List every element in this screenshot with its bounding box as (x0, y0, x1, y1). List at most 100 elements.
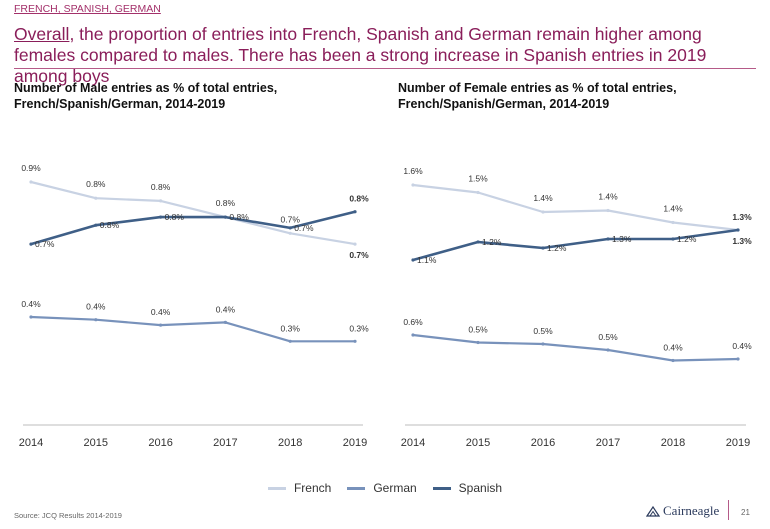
female-french-data-label: 1.3% (732, 236, 752, 246)
female-german-point (411, 333, 415, 337)
male-german-point (223, 320, 227, 324)
male-spanish-point (223, 215, 227, 219)
legend-item-german: German (347, 481, 417, 495)
male-spanish-point (94, 223, 98, 227)
source-note: Source: JCQ Results 2014-2019 (14, 511, 122, 520)
male-french-point (353, 242, 357, 246)
male-french-data-label: 0.8% (86, 179, 106, 189)
legend-label-french: French (293, 481, 332, 495)
legend-item-french: French (267, 481, 332, 495)
female-spanish-point (411, 258, 415, 262)
male-french-data-label: 0.7% (281, 214, 301, 224)
female-french-line (412, 183, 739, 232)
eagle-mountain-icon (646, 505, 660, 517)
female-spanish-data-label: 1.1% (417, 255, 437, 265)
logo-wordmark: Cairneagle (663, 503, 720, 518)
female-german-line (412, 333, 739, 362)
male-x-tick-label: 2019 (343, 437, 367, 449)
male-german-data-label: 0.3% (281, 323, 301, 333)
legend-swatch-german (347, 486, 366, 490)
male-spanish-data-label: 0.8% (229, 212, 249, 222)
female-german-point (671, 358, 675, 363)
male-spanish-point (159, 215, 163, 219)
male-german-data-label: 0.4% (216, 304, 236, 314)
female-x-tick-label: 2018 (661, 437, 685, 449)
female-german-data-label: 0.6% (403, 317, 423, 327)
female-french-point (671, 220, 675, 225)
female-german-data-label: 0.5% (468, 325, 488, 335)
female-french-data-label: 1.4% (663, 204, 683, 214)
female-spanish-data-label: 1.2% (482, 237, 502, 247)
male-spanish-line (30, 210, 356, 246)
female-german-point (476, 340, 480, 345)
female-german-data-label: 0.5% (533, 326, 553, 336)
female-german-data-label: 0.4% (663, 343, 683, 353)
female-x-tick-label: 2016 (531, 437, 555, 449)
female-french-data-label: 1.4% (598, 192, 618, 202)
male-french-point (159, 199, 163, 203)
female-german-point (541, 342, 545, 346)
female-spanish-data-label: 1.2% (547, 243, 567, 253)
female-german-data-label: 0.5% (598, 332, 618, 342)
female-french-data-label: 1.6% (403, 166, 423, 176)
male-x-tick-label: 2016 (148, 437, 172, 449)
male-french-point (94, 196, 98, 200)
female-german-point (606, 348, 610, 352)
male-german-point (94, 318, 98, 322)
female-french-data-label: 1.5% (468, 174, 488, 184)
female-spanish-point (671, 237, 675, 241)
page-headline: Overall, the proportion of entries into … (14, 24, 754, 87)
female-french-point (606, 208, 610, 213)
female-x-tick-label: 2019 (726, 437, 750, 449)
female-spanish-line (412, 228, 739, 262)
female-french-point (476, 190, 480, 195)
male-german-data-label: 0.4% (86, 302, 106, 312)
male-spanish-data-label: 0.8% (349, 194, 369, 204)
male-german-data-label: 0.4% (21, 299, 41, 309)
headline-text: , the proportion of entries into French,… (14, 24, 707, 86)
male-german-line (30, 315, 355, 343)
female-german-data-label: 0.4% (732, 341, 752, 351)
footer-divider (728, 500, 729, 520)
male-german-point (353, 339, 357, 343)
female-spanish-data-label: 1.3% (612, 234, 632, 244)
female-spanish-data-label: 1.2% (677, 234, 697, 244)
male-x-tick-label: 2018 (278, 437, 302, 449)
legend-swatch-spanish (432, 486, 451, 490)
male-french-data-label: 0.9% (21, 163, 41, 173)
male-french-data-label: 0.7% (349, 250, 369, 260)
female-spanish-point (606, 237, 610, 241)
male-x-tick-label: 2014 (19, 437, 43, 449)
male-french-data-label: 0.8% (216, 198, 236, 208)
male-x-tick-label: 2017 (213, 437, 237, 449)
male-spanish-point (29, 242, 33, 246)
male-french-point (29, 180, 33, 184)
female-x-tick-label: 2017 (596, 437, 620, 449)
male-spanish-point (288, 226, 292, 230)
male-german-data-label: 0.3% (349, 323, 369, 333)
female-french-point (541, 210, 545, 214)
male-german-point (29, 315, 33, 319)
legend-swatch-french (267, 486, 286, 490)
male-german-point (159, 323, 163, 327)
female-x-tick-label: 2014 (401, 437, 425, 449)
male-spanish-point (353, 210, 357, 214)
female-spanish-point (736, 228, 740, 232)
male-spanish-data-label: 0.7% (294, 223, 314, 233)
female-spanish-point (476, 240, 480, 244)
female-french-data-label: 1.4% (533, 193, 553, 203)
legend-label-spanish: Spanish (458, 481, 503, 495)
female-spanish-data-label: 1.3% (732, 212, 752, 222)
section-kicker: FRENCH, SPANISH, GERMAN (14, 3, 161, 15)
female-french-point (411, 183, 415, 187)
male-spanish-data-label: 0.8% (100, 220, 120, 230)
male-spanish-data-label: 0.8% (165, 212, 185, 222)
legend-item-spanish: Spanish (432, 481, 503, 495)
male-german-point (288, 339, 292, 343)
male-x-tick-label: 2015 (84, 437, 108, 449)
header-divider (14, 68, 756, 69)
male-french-line (30, 180, 356, 246)
female-x-tick-label: 2015 (466, 437, 490, 449)
female-german-point (736, 357, 740, 361)
